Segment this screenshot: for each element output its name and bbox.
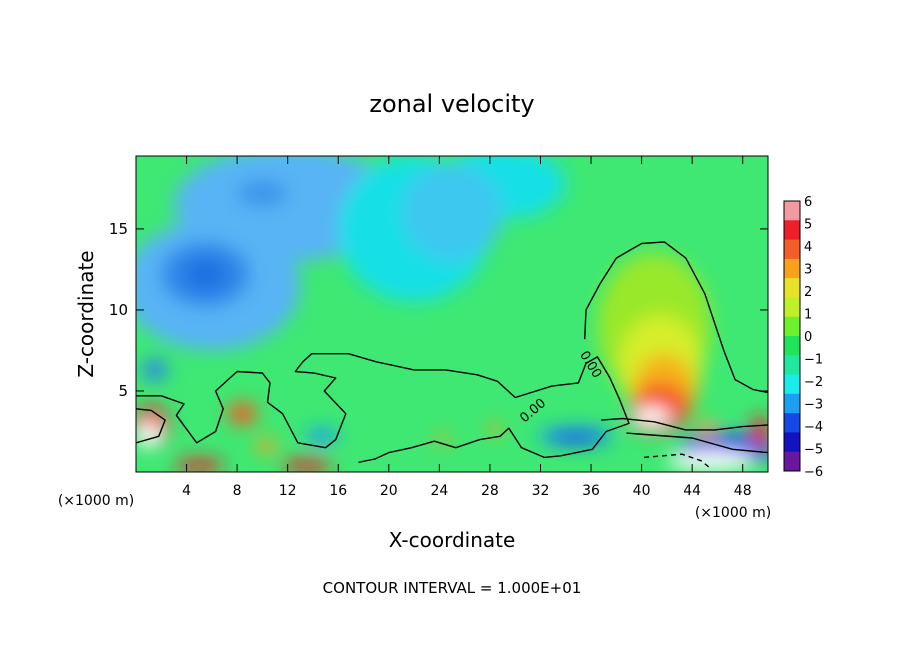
x-tick-label-32: 32	[532, 483, 550, 499]
colorbar-label-10: −4	[804, 420, 823, 435]
field-blob-4	[237, 180, 288, 207]
x-tick-label-12: 12	[279, 483, 297, 499]
colorbar-swatch-2	[784, 239, 800, 260]
colorbar-label-8: −2	[804, 375, 823, 390]
velocity-field	[136, 156, 768, 472]
x-axis: 4 8 12 16 20 24 28 32 36 40 44 48	[182, 156, 752, 499]
colorbar-swatch-7	[784, 336, 800, 356]
contour-interval-note: CONTOUR INTERVAL = 1.000E+01	[323, 579, 582, 597]
colorbar-label-1: 5	[804, 218, 812, 233]
colorbar-swatch-11	[784, 413, 800, 433]
y-tick-label-5: 5	[118, 382, 128, 400]
colorbar-swatch-10	[784, 393, 800, 414]
colorbar: 6 5 4 3 2 1 0 −1 −2 −3 −4 −5 −6	[783, 195, 823, 480]
field-blob-5	[142, 358, 168, 382]
colorbar-label-4: 2	[804, 285, 812, 300]
x-tick-label-8: 8	[233, 483, 242, 499]
colorbar-swatch-1	[784, 220, 800, 241]
field-blob-14	[632, 407, 671, 427]
colorbar-swatch-5	[784, 297, 800, 318]
contour-line-5	[644, 453, 712, 470]
chart-title: zonal velocity	[369, 90, 534, 118]
field-blob-18	[136, 421, 162, 448]
contour-line-0	[136, 353, 630, 463]
x-unit-left: (×1000 m)	[58, 493, 134, 509]
colorbar-label-12: −6	[804, 465, 823, 480]
x-tick-label-36: 36	[582, 483, 600, 499]
x-tick-label-44: 44	[683, 483, 701, 499]
x-tick-label-4: 4	[182, 483, 191, 499]
field-blob-16	[549, 432, 603, 444]
y-tick-label-10: 10	[109, 301, 128, 319]
colorbar-swatch-12	[784, 432, 800, 453]
field-blob-20	[256, 437, 277, 455]
field-blob-3	[185, 259, 226, 289]
colorbar-label-11: −5	[804, 443, 823, 458]
plot-area: 0.000.00	[135, 155, 769, 473]
colorbar-label-9: −3	[804, 398, 823, 413]
y-axis: 5 10 15	[109, 220, 768, 400]
field-blob-28	[751, 415, 768, 448]
colorbar-label-2: 4	[804, 240, 812, 255]
colorbar-label-0: 6	[804, 195, 812, 210]
colorbar-swatch-0	[784, 201, 800, 221]
y-axis-label: Z-coordinate	[74, 250, 98, 377]
plot-frame	[135, 155, 769, 473]
colorbar-swatch-13	[784, 451, 800, 472]
colorbar-swatch-8	[784, 355, 800, 376]
x-tick-label-24: 24	[430, 483, 448, 499]
x-axis-label: X-coordinate	[389, 528, 516, 552]
field-blob-27	[666, 450, 756, 471]
contour-line-4	[601, 417, 768, 431]
field-blob-19	[227, 402, 258, 426]
x-tick-label-16: 16	[329, 483, 347, 499]
x-unit-right: (×1000 m)	[695, 505, 771, 521]
contour-line-2	[584, 241, 768, 394]
x-tick-label-40: 40	[633, 483, 651, 499]
colorbar-frame	[783, 200, 801, 472]
field-blob-21	[305, 428, 339, 445]
colorbar-label-5: 1	[804, 308, 812, 323]
zero-contours	[136, 241, 768, 470]
contour-line-1	[136, 408, 166, 444]
colorbar-swatch-9	[784, 374, 800, 395]
x-tick-label-20: 20	[380, 483, 398, 499]
x-tick-label-48: 48	[734, 483, 752, 499]
field-blob-25	[488, 423, 502, 437]
colorbar-label-3: 3	[804, 263, 812, 278]
colorbar-swatch-3	[784, 258, 800, 279]
colorbar-label-7: −1	[804, 353, 823, 368]
colorbar-swatch-4	[784, 278, 800, 298]
y-tick-label-15: 15	[109, 220, 128, 238]
contour-line-3	[626, 432, 768, 454]
x-tick-label-28: 28	[481, 483, 499, 499]
field-blob-8	[401, 164, 503, 262]
colorbar-swatch-6	[784, 316, 800, 337]
field-blob-23	[281, 459, 332, 472]
colorbar-label-6: 0	[804, 330, 812, 345]
field-blob-22	[173, 459, 225, 472]
